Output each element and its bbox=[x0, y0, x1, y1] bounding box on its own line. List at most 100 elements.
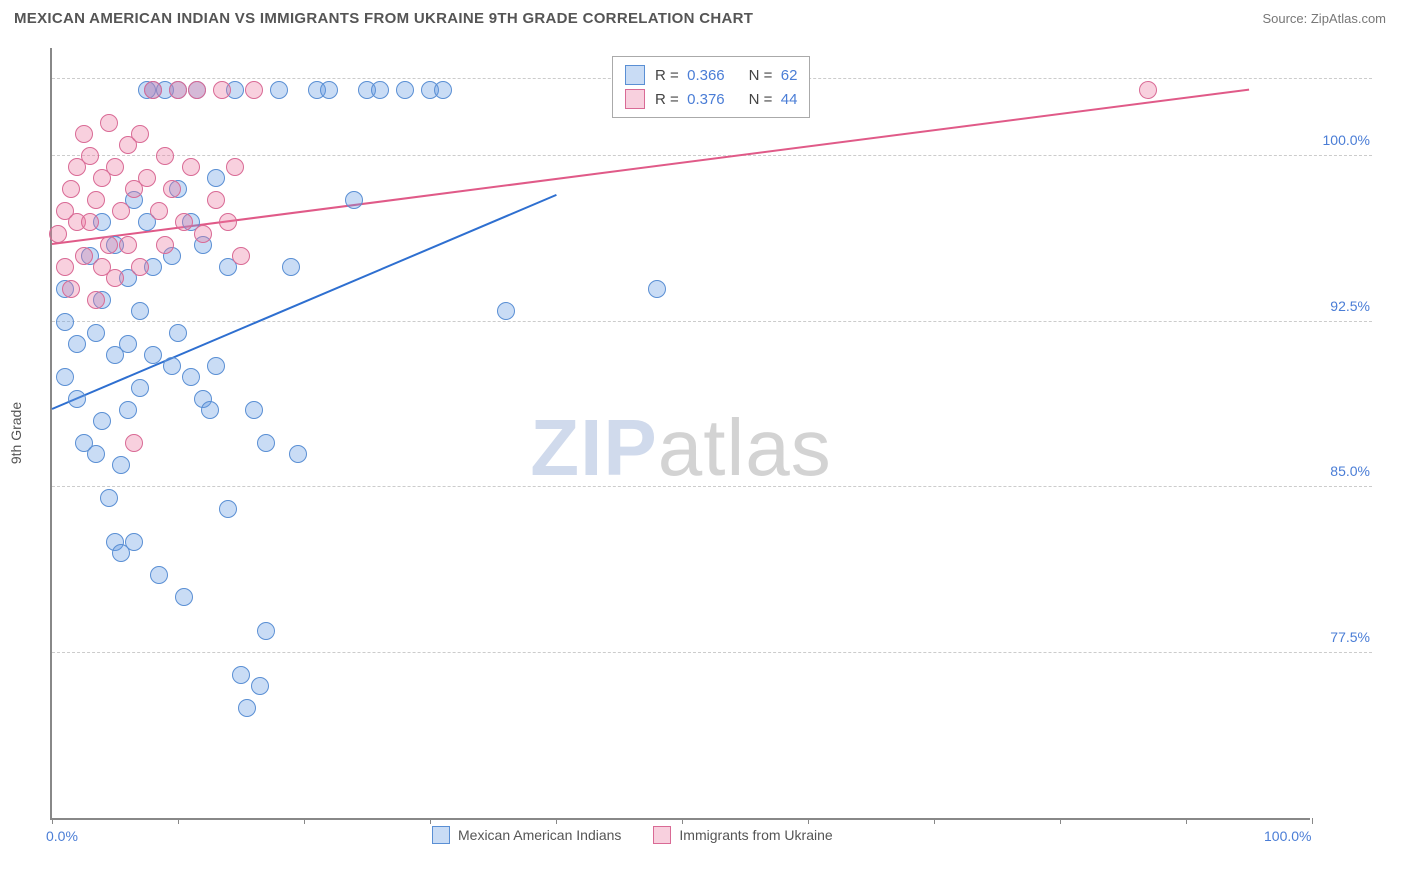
point-ukr bbox=[207, 191, 225, 209]
x-tick bbox=[178, 818, 179, 824]
point-ukr bbox=[119, 236, 137, 254]
x-tick bbox=[52, 818, 53, 824]
y-tick-label: 100.0% bbox=[1315, 132, 1370, 148]
x-tick bbox=[682, 818, 683, 824]
point-ukr bbox=[75, 247, 93, 265]
gridline bbox=[52, 652, 1372, 653]
point-mex bbox=[93, 412, 111, 430]
point-mex bbox=[320, 81, 338, 99]
point-mex bbox=[282, 258, 300, 276]
point-ukr bbox=[245, 81, 263, 99]
x-tick bbox=[934, 818, 935, 824]
point-mex bbox=[100, 489, 118, 507]
point-mex bbox=[112, 456, 130, 474]
legend-row-ukr: R = 0.376N = 44 bbox=[625, 87, 797, 111]
point-mex bbox=[245, 401, 263, 419]
point-mex bbox=[150, 566, 168, 584]
gridline bbox=[52, 321, 1372, 322]
y-tick-label: 92.5% bbox=[1315, 298, 1370, 314]
chart-area: ZIPatlas 9th Grade Mexican American Indi… bbox=[50, 48, 1370, 820]
point-mex bbox=[169, 324, 187, 342]
point-mex bbox=[289, 445, 307, 463]
point-ukr bbox=[150, 202, 168, 220]
gridline bbox=[52, 486, 1372, 487]
x-tick-label: 100.0% bbox=[1264, 828, 1311, 844]
point-mex bbox=[251, 677, 269, 695]
point-mex bbox=[396, 81, 414, 99]
legend-item-mex: Mexican American Indians bbox=[432, 826, 621, 844]
point-ukr bbox=[131, 258, 149, 276]
point-ukr bbox=[87, 191, 105, 209]
point-mex bbox=[56, 368, 74, 386]
point-mex bbox=[68, 390, 86, 408]
x-tick bbox=[1312, 818, 1313, 824]
point-ukr bbox=[163, 180, 181, 198]
point-ukr bbox=[62, 280, 80, 298]
point-mex bbox=[163, 357, 181, 375]
point-mex bbox=[257, 434, 275, 452]
point-mex bbox=[345, 191, 363, 209]
point-ukr bbox=[62, 180, 80, 198]
point-ukr bbox=[175, 213, 193, 231]
point-mex bbox=[182, 368, 200, 386]
legend-item-ukr: Immigrants from Ukraine bbox=[653, 826, 832, 844]
point-mex bbox=[68, 335, 86, 353]
x-tick bbox=[808, 818, 809, 824]
point-ukr bbox=[106, 269, 124, 287]
legend-overlay: R = 0.366N = 62R = 0.376N = 44 bbox=[612, 56, 810, 118]
point-mex bbox=[207, 169, 225, 187]
point-ukr bbox=[49, 225, 67, 243]
point-mex bbox=[144, 346, 162, 364]
point-ukr bbox=[100, 114, 118, 132]
point-ukr bbox=[156, 236, 174, 254]
point-mex bbox=[219, 500, 237, 518]
point-mex bbox=[119, 401, 137, 419]
point-ukr bbox=[87, 291, 105, 309]
point-ukr bbox=[156, 147, 174, 165]
point-ukr bbox=[182, 158, 200, 176]
point-mex bbox=[497, 302, 515, 320]
point-ukr bbox=[81, 213, 99, 231]
point-mex bbox=[87, 324, 105, 342]
watermark: ZIPatlas bbox=[530, 402, 831, 494]
source-label: Source: ZipAtlas.com bbox=[1262, 11, 1386, 26]
x-tick bbox=[556, 818, 557, 824]
point-mex bbox=[232, 666, 250, 684]
point-ukr bbox=[56, 258, 74, 276]
x-tick bbox=[430, 818, 431, 824]
point-mex bbox=[257, 622, 275, 640]
plot-region: ZIPatlas 9th Grade Mexican American Indi… bbox=[50, 48, 1310, 820]
chart-title: MEXICAN AMERICAN INDIAN VS IMMIGRANTS FR… bbox=[14, 10, 753, 27]
point-ukr bbox=[226, 158, 244, 176]
x-tick bbox=[304, 818, 305, 824]
point-ukr bbox=[169, 81, 187, 99]
point-mex bbox=[125, 533, 143, 551]
point-mex bbox=[87, 445, 105, 463]
point-mex bbox=[238, 699, 256, 717]
point-ukr bbox=[131, 125, 149, 143]
point-ukr bbox=[125, 434, 143, 452]
point-ukr bbox=[213, 81, 231, 99]
point-mex bbox=[648, 280, 666, 298]
trend-line-mex bbox=[52, 194, 557, 410]
point-mex bbox=[371, 81, 389, 99]
point-ukr bbox=[194, 225, 212, 243]
point-mex bbox=[119, 335, 137, 353]
point-ukr bbox=[144, 81, 162, 99]
point-mex bbox=[131, 302, 149, 320]
legend-bottom: Mexican American Indians Immigrants from … bbox=[432, 826, 833, 844]
x-tick bbox=[1060, 818, 1061, 824]
legend-row-mex: R = 0.366N = 62 bbox=[625, 63, 797, 87]
y-axis-label: 9th Grade bbox=[8, 402, 24, 464]
point-mex bbox=[270, 81, 288, 99]
point-ukr bbox=[188, 81, 206, 99]
point-ukr bbox=[138, 169, 156, 187]
point-mex bbox=[201, 401, 219, 419]
point-mex bbox=[175, 588, 193, 606]
point-ukr bbox=[1139, 81, 1157, 99]
point-mex bbox=[56, 313, 74, 331]
x-tick bbox=[1186, 818, 1187, 824]
x-tick-label: 0.0% bbox=[46, 828, 78, 844]
y-tick-label: 77.5% bbox=[1315, 629, 1370, 645]
point-mex bbox=[434, 81, 452, 99]
